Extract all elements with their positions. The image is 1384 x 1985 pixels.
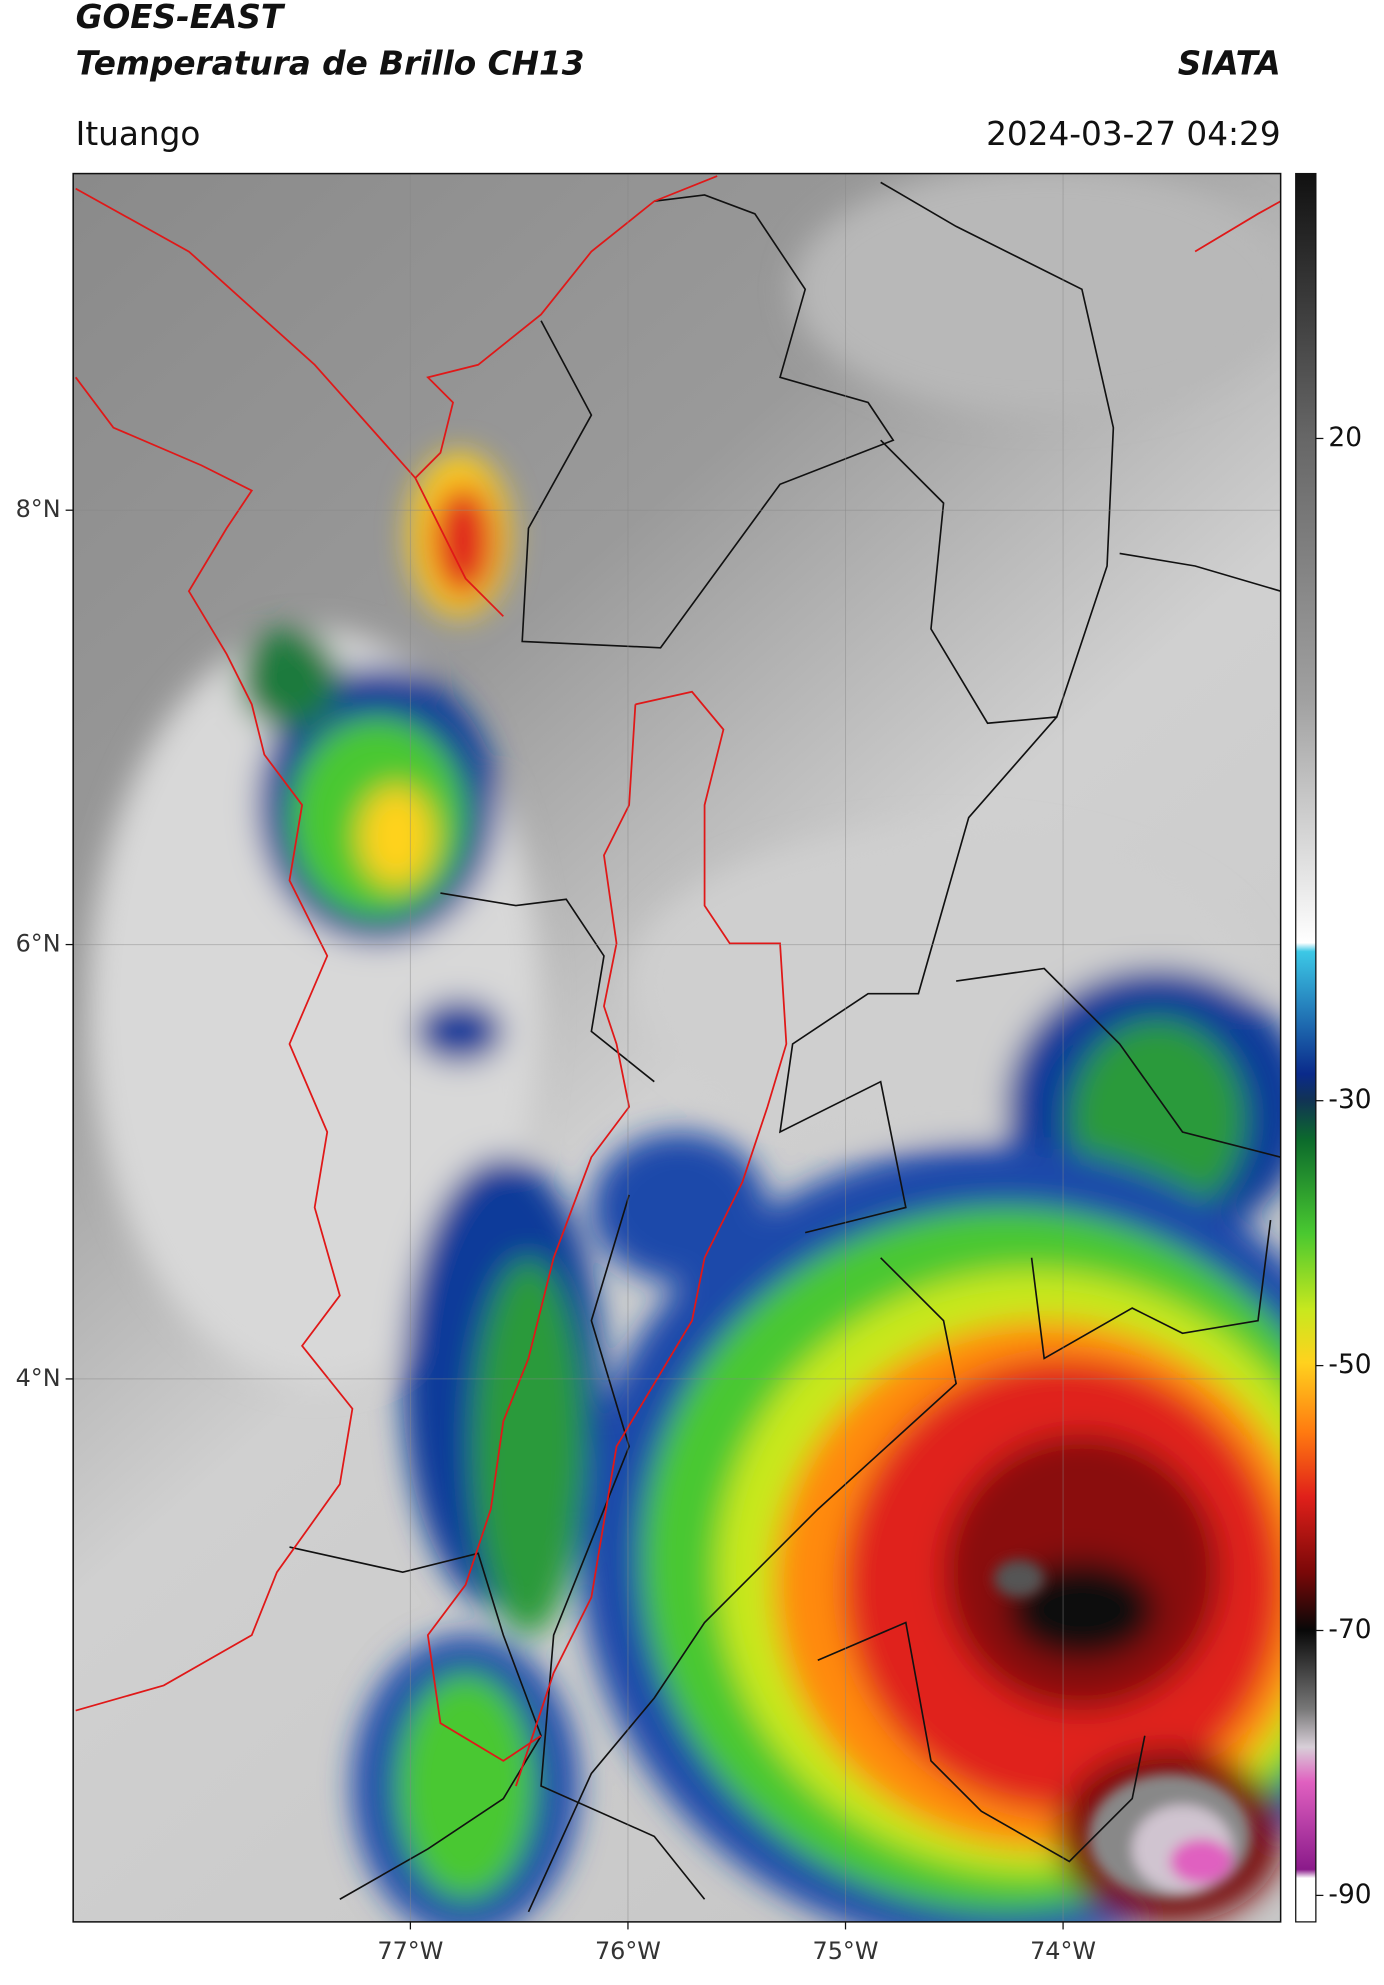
datetime: 2024-03-27 04:29 bbox=[986, 115, 1281, 153]
colorbar-tick-label: -70 bbox=[1328, 1614, 1371, 1645]
x-tick-label: 76°W bbox=[595, 1937, 661, 1965]
satellite-image bbox=[73, 173, 1281, 1922]
graticule bbox=[73, 173, 1281, 1922]
y-tick-label: 6°N bbox=[16, 930, 61, 958]
colorbar-tick-label: -90 bbox=[1328, 1879, 1371, 1910]
subtitle: Temperatura de Brillo CH13 bbox=[76, 44, 585, 82]
colorbar-tick-label: 20 bbox=[1328, 422, 1362, 453]
y-tick-label: 4°N bbox=[16, 1364, 61, 1392]
map-frame bbox=[72, 172, 1282, 1923]
location: Ituango bbox=[76, 115, 201, 153]
x-tick-label: 77°W bbox=[377, 1937, 443, 1965]
source: SIATA bbox=[1178, 44, 1281, 82]
x-tick-label: 75°W bbox=[813, 1937, 879, 1965]
colorbar-tick-label: -50 bbox=[1328, 1349, 1371, 1380]
title: GOES-EAST bbox=[76, 0, 286, 36]
colorbar-tick-label: -30 bbox=[1328, 1084, 1371, 1115]
x-tick-label: 74°W bbox=[1030, 1937, 1096, 1965]
y-tick-label: 8°N bbox=[16, 495, 61, 523]
colorbar bbox=[1295, 172, 1317, 1923]
